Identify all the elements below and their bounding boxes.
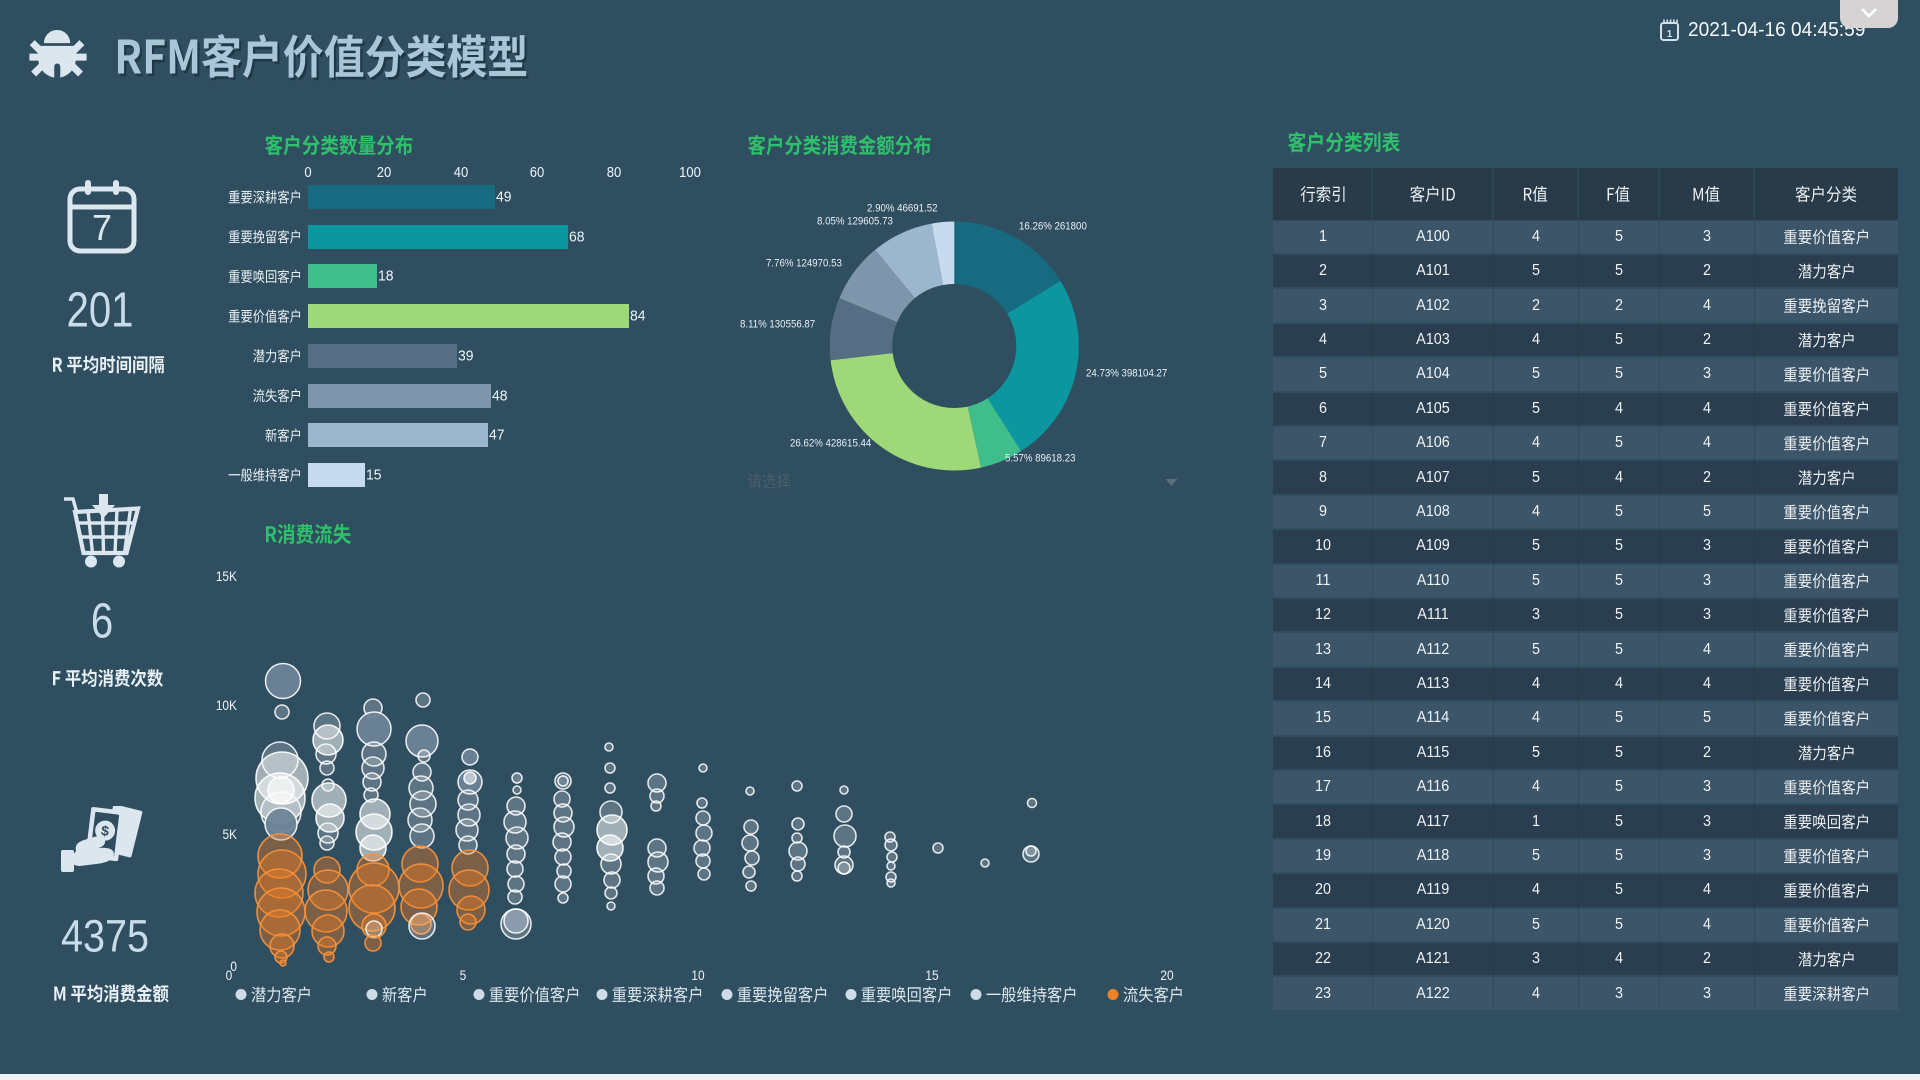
svg-text:7: 7: [92, 207, 112, 248]
svg-text:$: $: [100, 822, 110, 839]
svg-text:1: 1: [1667, 29, 1673, 40]
